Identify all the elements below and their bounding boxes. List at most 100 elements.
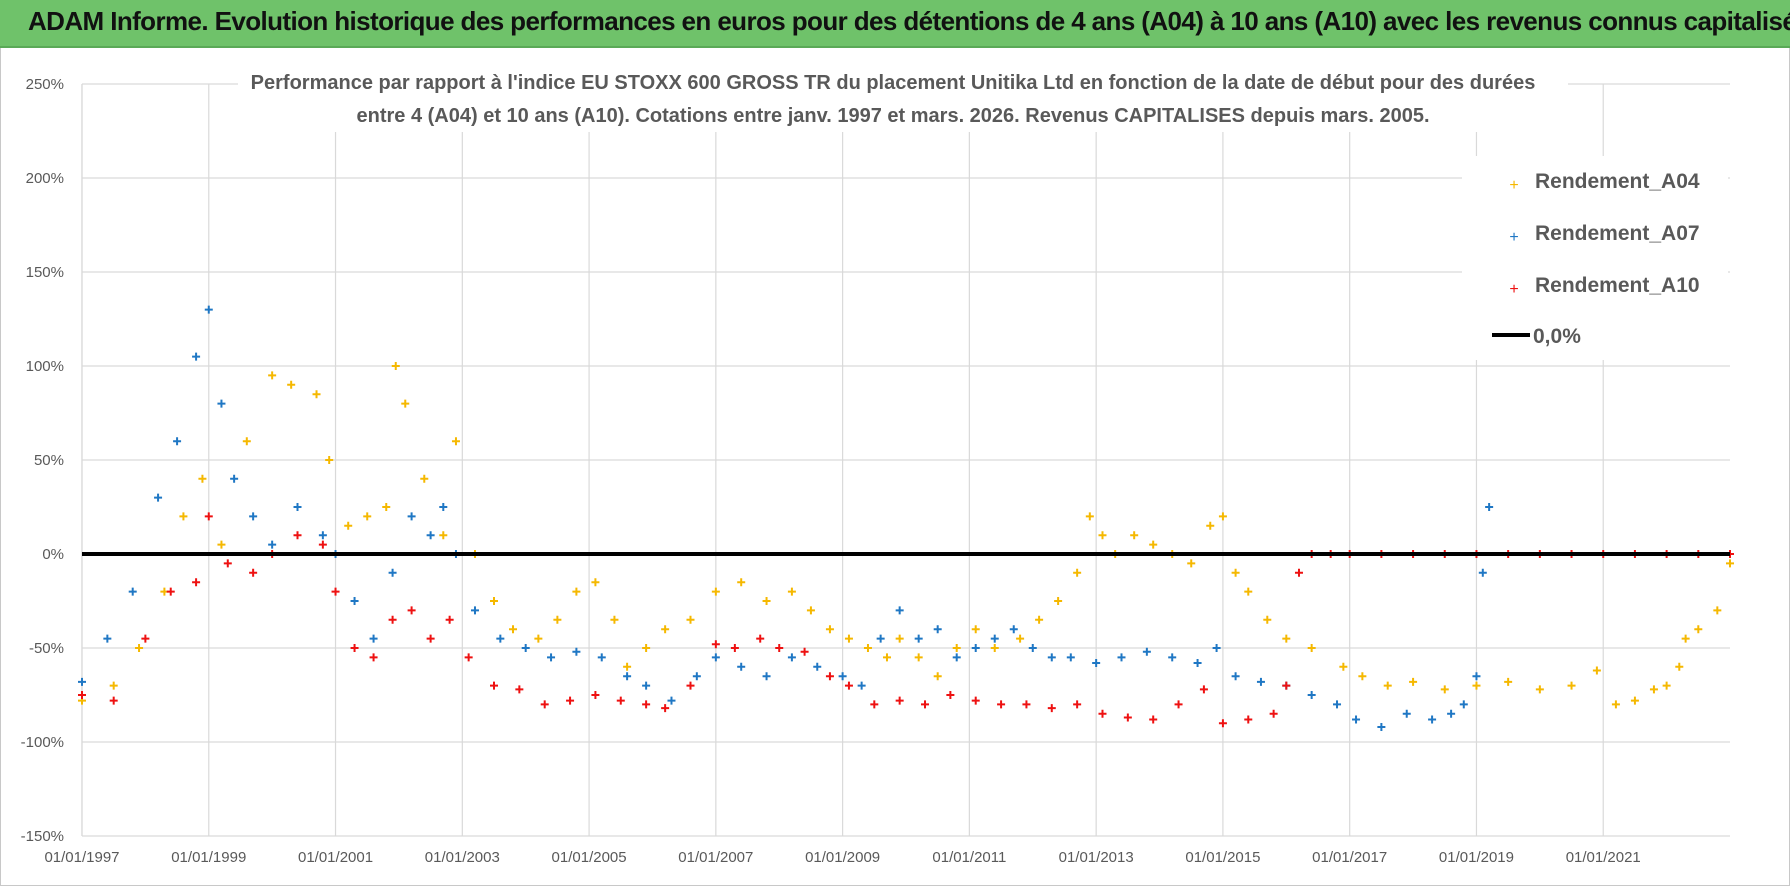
data-point [325, 456, 334, 464]
data-point [863, 644, 872, 652]
data-point [642, 700, 651, 709]
data-point [1675, 662, 1684, 671]
data-point [1218, 719, 1227, 728]
data-point [762, 672, 771, 681]
data-point [268, 540, 277, 549]
data-point [946, 691, 955, 699]
data-point [217, 399, 226, 408]
x-tick-label: 01/01/2021 [1566, 849, 1641, 866]
data-point [1123, 713, 1132, 722]
legend-label-zero-line: 0,0% [1533, 325, 1581, 348]
data-point [166, 587, 175, 596]
data-point [426, 531, 435, 540]
data-point [173, 437, 182, 446]
y-tick-label: 150% [26, 264, 64, 281]
data-point [439, 503, 448, 511]
data-point [730, 644, 739, 652]
data-point [1073, 568, 1082, 577]
data-point [1149, 540, 1158, 549]
data-point [1662, 681, 1671, 690]
data-point [249, 568, 258, 577]
data-point [350, 597, 359, 605]
data-point [1567, 681, 1576, 690]
data-point [1142, 647, 1151, 656]
y-tick-label: -100% [21, 734, 64, 751]
data-point [363, 512, 372, 521]
data-point [1681, 634, 1690, 643]
data-point [287, 380, 296, 389]
data-point [1009, 625, 1018, 634]
y-tick-label: 200% [26, 170, 64, 187]
data-point [1256, 677, 1265, 686]
data-point [1504, 677, 1513, 686]
data-point [223, 559, 232, 568]
data-point [391, 362, 400, 370]
data-point [686, 681, 695, 690]
data-point [642, 644, 651, 652]
data-point [192, 352, 201, 361]
data-point [1231, 568, 1240, 577]
data-point [971, 625, 980, 634]
data-point [914, 653, 923, 662]
data-point [388, 568, 397, 577]
data-point [1244, 587, 1253, 596]
y-tick-label: 100% [26, 358, 64, 375]
data-point [464, 653, 473, 662]
data-point [553, 615, 562, 624]
data-point [997, 700, 1006, 709]
data-point [204, 512, 213, 521]
data-point [1092, 659, 1101, 668]
legend-label-a07: Rendement_A07 [1535, 222, 1700, 245]
x-tick-label: 01/01/2017 [1312, 849, 1387, 866]
data-point [597, 653, 606, 662]
data-point [1130, 531, 1139, 540]
data-point [534, 634, 543, 643]
x-tick-label: 01/01/2011 [932, 849, 1006, 866]
data-point [825, 672, 834, 681]
data-point [1206, 521, 1215, 530]
series-rendement_a04 [78, 362, 1734, 709]
data-point [591, 691, 600, 699]
data-point [369, 653, 378, 662]
data-point [445, 615, 454, 624]
data-point [1352, 715, 1361, 724]
data-point [426, 634, 435, 643]
y-tick-label: -150% [21, 828, 64, 845]
data-point [616, 696, 625, 705]
data-point [109, 681, 118, 690]
data-point [762, 597, 771, 605]
data-point [540, 700, 549, 709]
data-point [990, 634, 999, 643]
data-point [711, 640, 720, 649]
data-point [623, 672, 632, 681]
legend-marker-a07: + [1509, 229, 1518, 246]
data-point [1117, 653, 1126, 662]
data-point [407, 512, 416, 521]
data-point [1212, 644, 1221, 652]
x-tick-label: 01/01/2001 [298, 849, 373, 866]
data-point [990, 644, 999, 652]
title-banner: ADAM Informe. Evolution historique des p… [0, 0, 1790, 48]
data-point [667, 696, 676, 705]
data-point [331, 587, 340, 596]
data-point [217, 540, 226, 549]
data-point [1377, 722, 1386, 731]
data-point [1649, 685, 1658, 694]
data-point [895, 634, 904, 643]
data-point [1358, 672, 1367, 681]
data-point [1047, 653, 1056, 662]
legend-label-a04: Rendement_A04 [1535, 170, 1700, 193]
data-point [914, 634, 923, 643]
chart-subtitle-line-2: entre 4 (A04) et 10 ans (A10). Cotations… [356, 105, 1429, 127]
data-point [1611, 700, 1620, 709]
data-point [661, 625, 670, 634]
data-point [1047, 704, 1056, 713]
data-point [1409, 677, 1418, 686]
data-point [661, 704, 670, 713]
data-point [838, 672, 847, 681]
data-point [1333, 700, 1342, 709]
data-point [952, 644, 961, 652]
data-point [756, 634, 765, 643]
data-point [1440, 685, 1449, 694]
